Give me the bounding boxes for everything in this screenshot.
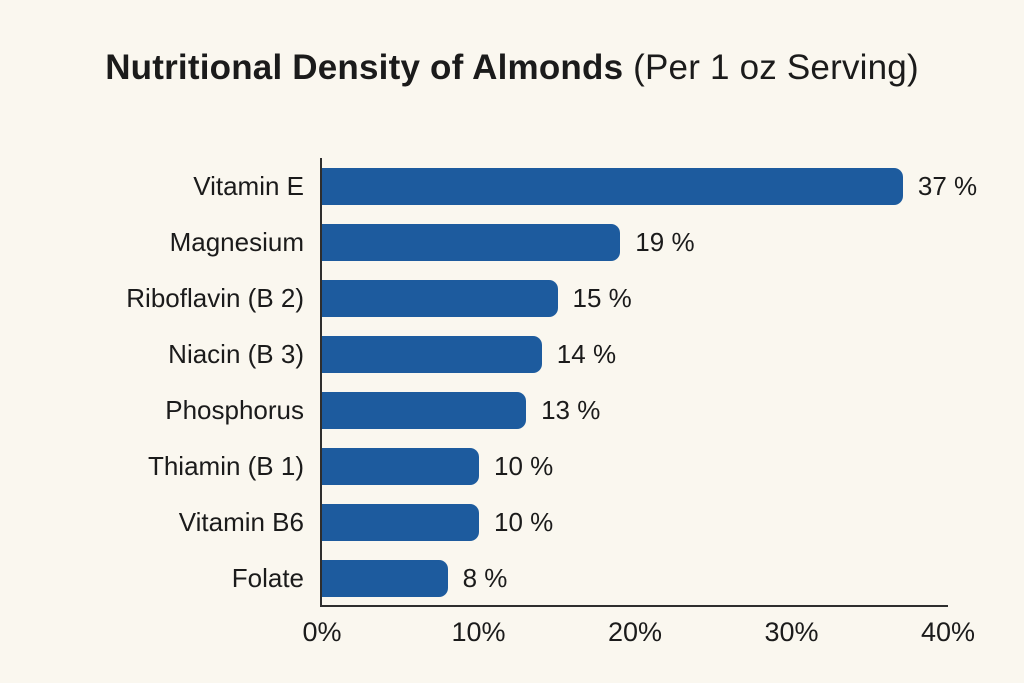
value-label: 15 %: [572, 282, 632, 313]
category-label: Thiamin (B 1): [147, 451, 304, 482]
value-bar: [322, 167, 903, 205]
x-tick-label: 0%: [302, 617, 342, 647]
bar-row: Thiamin (B 1) 10 %: [148, 439, 948, 495]
bar-row: Folate 8 %: [232, 551, 948, 607]
category-label: Riboflavin (B 2): [126, 282, 304, 313]
category-label: Folate: [231, 563, 304, 594]
value-bar: [322, 223, 621, 261]
chart-title: Nutritional Density of Almonds (Per 1 oz…: [0, 44, 1024, 91]
value-bar: [322, 335, 542, 373]
category-label: Niacin (B 3): [168, 338, 304, 369]
value-bar: [322, 392, 527, 430]
value-bar: [322, 504, 479, 542]
category-label: Phosphorus: [165, 395, 304, 426]
value-label: 14 %: [556, 338, 617, 369]
x-tick-label: 10%: [451, 617, 506, 647]
bar-row: Niacin (B 3) 14 %: [168, 326, 948, 382]
value-label: 10 %: [494, 451, 554, 482]
bar-row: Riboflavin (B 2) 15 %: [126, 270, 948, 326]
value-label: 13 %: [541, 395, 601, 426]
x-tick-label: 40%: [920, 617, 976, 647]
bar-row: Magnesium 19 %: [170, 214, 948, 270]
chart-title-paren: (Per 1 oz Serving): [623, 48, 919, 87]
value-label: 19 %: [635, 226, 695, 257]
chart-title-text: Nutritional Density of Almonds (Per 1 oz…: [105, 44, 919, 91]
value-label: 37 %: [917, 170, 978, 201]
x-tick-label: 30%: [764, 617, 819, 647]
category-label: Vitamin E: [193, 170, 304, 201]
plot-area: Vitamin E 37 % Magnesium 19 % Riboflavin (B …: [126, 158, 977, 647]
x-tick-label: 20%: [607, 617, 663, 647]
category-label: Vitamin B6: [178, 507, 304, 538]
bar-row: Vitamin E 37 %: [193, 158, 977, 214]
chart-title-main: Nutritional Density of Almonds: [105, 48, 624, 87]
bar-row: Phosphorus 13 %: [165, 383, 948, 439]
bar-row: Vitamin B6 10 %: [179, 495, 948, 551]
value-bar: [322, 560, 448, 598]
x-axis: 0% 10% 20% 30% 40%: [302, 617, 975, 651]
value-bar: [322, 279, 558, 317]
value-bar: [322, 448, 479, 486]
value-label: 8 %: [462, 563, 508, 594]
category-label: Magnesium: [169, 226, 304, 257]
value-label: 10 %: [494, 507, 554, 538]
